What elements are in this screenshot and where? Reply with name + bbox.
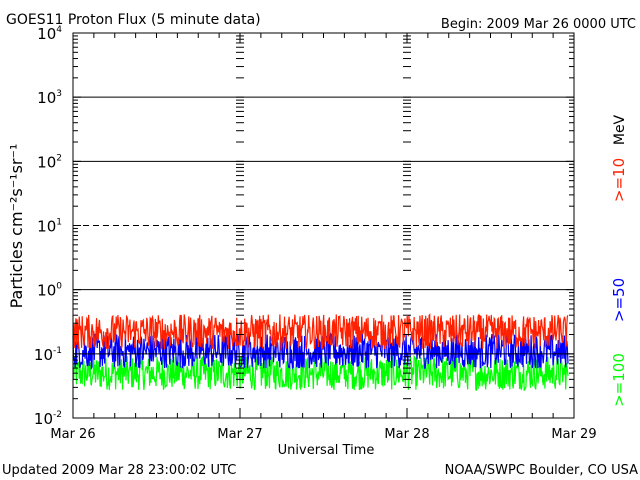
x-tick-labels: Mar 26 Mar 27 Mar 28 Mar 29 [50, 427, 596, 442]
y-axis-label: Particles cm⁻²s⁻¹sr⁻¹ [7, 144, 26, 309]
begin-date: Begin: 2009 Mar 26 0000 UTC [441, 17, 636, 32]
source-credit: NOAA/SWPC Boulder, CO USA [445, 463, 638, 478]
legend-entry: >=10 [610, 158, 628, 202]
legend-entry: >=100 [610, 353, 628, 407]
series-line [72, 354, 569, 392]
y-tick-label: 102 [37, 153, 62, 171]
chart-title: GOES11 Proton Flux (5 minute data) [6, 12, 261, 28]
y-tick-label: 100 [37, 282, 62, 300]
updated-timestamp: Updated 2009 Mar 28 23:00:02 UTC [2, 463, 236, 478]
plot-frame [72, 32, 575, 419]
legend-unit: MeV [612, 114, 628, 145]
reference-lines [73, 96, 574, 355]
x-axis-label: Universal Time [278, 443, 375, 458]
x-tick-label: Mar 27 [217, 427, 262, 442]
legend-entry: >=50 [610, 278, 628, 322]
series-layer [72, 312, 569, 392]
y-tick-labels: 104 103 102 101 100 10-1 10-2 [34, 25, 62, 428]
x-tick-label: Mar 26 [50, 427, 95, 442]
y-tick-label: 101 [37, 218, 62, 236]
series-line [72, 312, 569, 352]
y-tick-label: 10-2 [34, 410, 62, 428]
y-tick-label: 10-1 [34, 346, 62, 364]
axis-ticks [72, 33, 575, 419]
legend: MeV >=10 >=50 >=100 [610, 114, 628, 406]
x-tick-label: Mar 28 [384, 427, 429, 442]
series-line [72, 331, 569, 371]
y-tick-label: 103 [37, 89, 62, 107]
x-tick-label: Mar 29 [551, 427, 596, 442]
y-tick-label: 104 [37, 25, 62, 43]
